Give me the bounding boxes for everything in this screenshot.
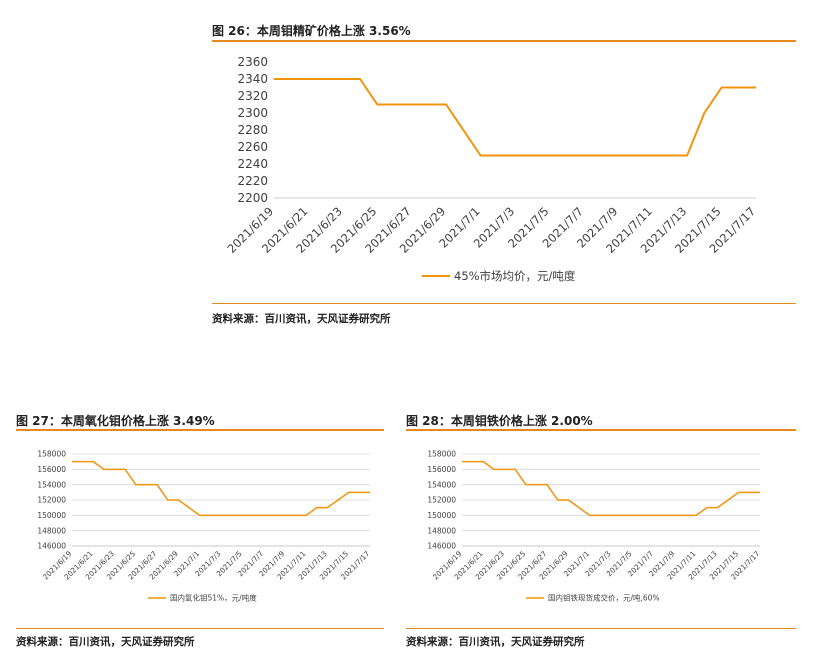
line-chart: 146000 148000 150000 152000 154000 156000 1580…: [37, 450, 371, 603]
y-tick-label: 158000: [37, 450, 66, 459]
legend-label: 国内钼铁现货成交价，元/吨,60%: [548, 593, 660, 603]
y-tick-label: 152000: [37, 496, 66, 505]
source-rule: [212, 303, 796, 304]
y-tick-label: 2300: [237, 106, 268, 120]
y-tick-label: 152000: [427, 496, 456, 505]
y-tick-label: 2260: [237, 140, 268, 154]
line-chart: 2200222022402260228023002320234023602021…: [225, 55, 759, 283]
chart-panel-molybdenum-concentrate: 图 26：本周钼精矿价格上涨 3.56% 2200 2220 2240 2260 228…: [212, 14, 796, 334]
y-tick-label: 150000: [37, 511, 66, 520]
y-tick-label: 146000: [427, 542, 456, 551]
title-rule: [16, 429, 384, 431]
y-tick-label: 156000: [37, 465, 66, 474]
y-tick-label: 2280: [237, 123, 268, 137]
y-tick-label: 150000: [427, 511, 456, 520]
y-tick-label: 146000: [37, 542, 66, 551]
title-rule: [212, 40, 796, 42]
chart-title: 图 28：本周钼铁价格上涨 2.00%: [406, 414, 593, 428]
y-tick-label: 156000: [427, 465, 456, 474]
title-rule: [406, 429, 796, 431]
series-line: [72, 460, 370, 517]
y-tick-label: 2200: [237, 191, 268, 205]
source-rule: [16, 628, 384, 629]
y-tick-label: 2240: [237, 157, 268, 171]
y-tick-label: 2320: [237, 89, 268, 103]
chart-panel-ferromolybdenum: 图 28：本周钼铁价格上涨 2.00% 146000 148000 150000 15…: [406, 406, 796, 656]
series-line: [274, 78, 756, 157]
series-line: [462, 460, 760, 517]
chart-title: 图 27：本周氧化钼价格上涨 3.49%: [16, 414, 215, 428]
y-tick-label: 148000: [37, 526, 66, 535]
chart-panel-molybdenum-oxide: 图 27：本周氧化钼价格上涨 3.49% 146000 148000 150000 1…: [16, 406, 384, 656]
y-tick-label: 148000: [427, 526, 456, 535]
source-note: 资料来源：百川资讯，天风证券研究所: [212, 313, 391, 325]
y-tick-label: 2220: [237, 174, 268, 188]
y-tick-label: 154000: [37, 480, 66, 489]
y-tick-label: 2340: [237, 72, 268, 86]
y-tick-label: 158000: [427, 450, 456, 459]
chart-title: 图 26：本周钼精矿价格上涨 3.56%: [212, 24, 411, 38]
y-tick-label: 2360: [237, 55, 268, 69]
source-rule: [406, 628, 796, 629]
source-note: 资料来源：百川资讯，天风证券研究所: [406, 636, 585, 648]
source-note: 资料来源：百川资讯，天风证券研究所: [16, 636, 195, 648]
line-chart: 146000 148000 150000 152000 154000 156000 1580…: [427, 450, 761, 603]
legend-label: 45%市场均价，元/吨度: [454, 269, 576, 283]
y-tick-label: 154000: [427, 480, 456, 489]
legend-label: 国内氧化钼51%，元/吨度: [170, 593, 257, 603]
